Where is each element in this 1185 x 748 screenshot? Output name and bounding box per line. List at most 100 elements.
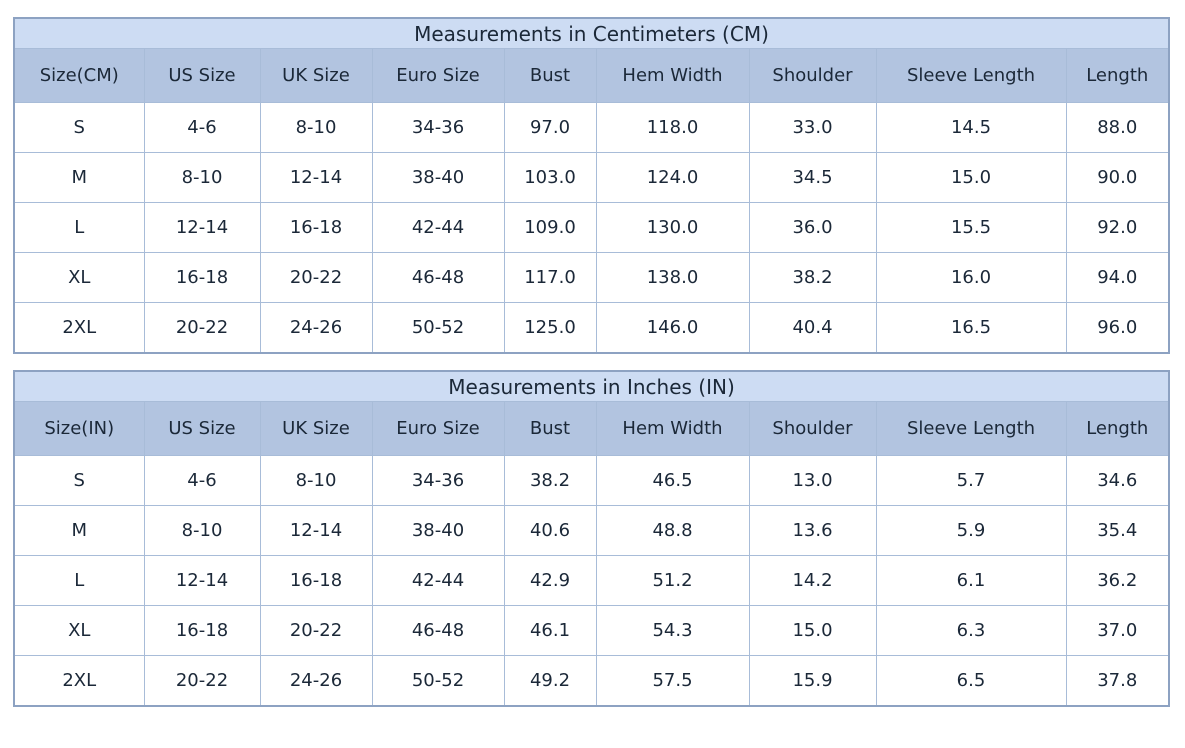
table-cell: 12-14 (143, 202, 261, 253)
table-cell: 20-22 (259, 252, 373, 303)
table-cell: 5.7 (875, 455, 1067, 506)
table-cell: 92.0 (1065, 202, 1170, 253)
table-cell: 36.2 (1065, 555, 1170, 606)
column-header: Bust (503, 401, 597, 456)
table-cell: 57.5 (595, 655, 750, 707)
table-cell: 16-18 (259, 202, 373, 253)
column-header: US Size (143, 401, 261, 456)
column-header: Hem Width (595, 401, 750, 456)
table-cell: 34.5 (748, 152, 877, 203)
table-cell: 12-14 (143, 555, 261, 606)
table-cell: 2XL (13, 302, 145, 354)
table-cell: 16.0 (875, 252, 1067, 303)
table-body-in: S 4-6 8-10 34-36 38.2 46.5 13.0 5.7 34.6 M 8-10 12-… (13, 455, 1170, 707)
table-cell: 46.5 (595, 455, 750, 506)
table-cell: 36.0 (748, 202, 877, 253)
table-cell: 48.8 (595, 505, 750, 556)
table-title-row: Measurements in Centimeters (CM) (13, 17, 1170, 49)
table-cell: 88.0 (1065, 102, 1170, 153)
table-cell: 50-52 (371, 655, 505, 707)
table-cell: 37.8 (1065, 655, 1170, 707)
column-header: Size(CM) (13, 48, 145, 103)
table-row: XL 16-18 20-22 46-48 46.1 54.3 15.0 6.3 37.0 (13, 605, 1170, 656)
table-cell: 15.0 (875, 152, 1067, 203)
table-cell: 5.9 (875, 505, 1067, 556)
table-cell: 146.0 (595, 302, 750, 354)
column-header: UK Size (259, 48, 373, 103)
table-cell: 13.6 (748, 505, 877, 556)
table-cell: 46-48 (371, 605, 505, 656)
column-header: Sleeve Length (875, 48, 1067, 103)
table-cell: 14.2 (748, 555, 877, 606)
table-cell: 16-18 (143, 605, 261, 656)
table-cell: 42-44 (371, 202, 505, 253)
table-cell: 12-14 (259, 152, 373, 203)
table-title-in: Measurements in Inches (IN) (13, 370, 1170, 402)
table-cell: 4-6 (143, 102, 261, 153)
table-cell: 125.0 (503, 302, 597, 354)
column-header: Bust (503, 48, 597, 103)
table-cell: 46-48 (371, 252, 505, 303)
table-cell: 8-10 (259, 102, 373, 153)
column-header: US Size (143, 48, 261, 103)
table-cell: 4-6 (143, 455, 261, 506)
table-cell: M (13, 505, 145, 556)
table-row: L 12-14 16-18 42-44 109.0 130.0 36.0 15.5 92.0 (13, 202, 1170, 253)
table-cell: 38.2 (503, 455, 597, 506)
table-cell: 34-36 (371, 455, 505, 506)
table-row: M 8-10 12-14 38-40 103.0 124.0 34.5 15.0 90.0 (13, 152, 1170, 203)
table-cell: 97.0 (503, 102, 597, 153)
table-cell: XL (13, 605, 145, 656)
table-header-row: Size(IN) US Size UK Size Euro Size Bust Hem W… (13, 401, 1170, 456)
table-cell: 8-10 (259, 455, 373, 506)
table-cell: L (13, 555, 145, 606)
table-cell: 54.3 (595, 605, 750, 656)
table-row: 2XL 20-22 24-26 50-52 125.0 146.0 40.4 16.5 96.0 (13, 302, 1170, 354)
table-cell: 2XL (13, 655, 145, 707)
column-header: Length (1065, 401, 1170, 456)
column-header: Shoulder (748, 401, 877, 456)
table-cell: 51.2 (595, 555, 750, 606)
table-cell: 16-18 (259, 555, 373, 606)
column-header: UK Size (259, 401, 373, 456)
table-cell: 46.1 (503, 605, 597, 656)
table-cell: 15.0 (748, 605, 877, 656)
column-header: Sleeve Length (875, 401, 1067, 456)
table-cell: 38.2 (748, 252, 877, 303)
table-cell: 8-10 (143, 152, 261, 203)
table-cell: 33.0 (748, 102, 877, 153)
table-cell: 34-36 (371, 102, 505, 153)
table-cell: 42-44 (371, 555, 505, 606)
table-body-cm: S 4-6 8-10 34-36 97.0 118.0 33.0 14.5 88.0 M 8-10 1… (13, 102, 1170, 354)
table-cell: 90.0 (1065, 152, 1170, 203)
table-row: L 12-14 16-18 42-44 42.9 51.2 14.2 6.1 36.2 (13, 555, 1170, 606)
table-title-cm: Measurements in Centimeters (CM) (13, 17, 1170, 49)
table-row: XL 16-18 20-22 46-48 117.0 138.0 38.2 16.0 94.0 (13, 252, 1170, 303)
table-cell: 16-18 (143, 252, 261, 303)
table-cell: 35.4 (1065, 505, 1170, 556)
column-header: Euro Size (371, 48, 505, 103)
table-cell: S (13, 102, 145, 153)
table-cell: 24-26 (259, 655, 373, 707)
table-cell: 13.0 (748, 455, 877, 506)
table-cell: 20-22 (143, 655, 261, 707)
table-title-row: Measurements in Inches (IN) (13, 370, 1170, 402)
table-cell: 15.9 (748, 655, 877, 707)
table-cell: M (13, 152, 145, 203)
table-cell: 12-14 (259, 505, 373, 556)
table-cell: 8-10 (143, 505, 261, 556)
table-cell: 37.0 (1065, 605, 1170, 656)
table-cell: 130.0 (595, 202, 750, 253)
table-cell: 14.5 (875, 102, 1067, 153)
table-cell: 38-40 (371, 152, 505, 203)
table-cell: 6.5 (875, 655, 1067, 707)
table-cell: 138.0 (595, 252, 750, 303)
table-cell: 16.5 (875, 302, 1067, 354)
table-row: S 4-6 8-10 34-36 38.2 46.5 13.0 5.7 34.6 (13, 455, 1170, 506)
table-row: M 8-10 12-14 38-40 40.6 48.8 13.6 5.9 35.4 (13, 505, 1170, 556)
column-header: Hem Width (595, 48, 750, 103)
table-cell: L (13, 202, 145, 253)
table-cell: 6.3 (875, 605, 1067, 656)
size-chart-page: Measurements in Centimeters (CM) Size(CM… (13, 17, 1171, 707)
table-cell: 94.0 (1065, 252, 1170, 303)
